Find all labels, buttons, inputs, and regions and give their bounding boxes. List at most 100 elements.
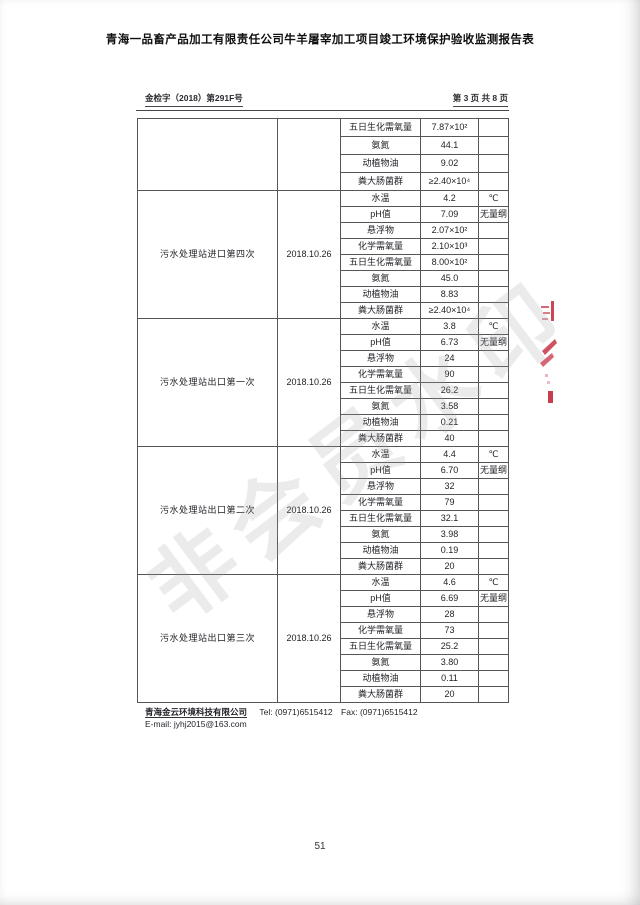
table-row: 五日生化需氧量 7.87×10²: [137, 118, 509, 191]
value-cell: 90: [420, 366, 479, 383]
table-row: 动植物油 0.21: [138, 414, 509, 431]
value-cell: 32.1: [420, 510, 479, 527]
value-cell: 79: [420, 494, 479, 511]
sample-date-cell: [277, 118, 341, 191]
email-address: jyhj2015@163.com: [173, 719, 247, 730]
parameter-cell: 氨氮: [340, 654, 421, 671]
table-row: 粪大肠菌群 20: [138, 686, 509, 703]
unit-cell: 无量纲: [478, 206, 509, 223]
tel-label: Tel:: [259, 707, 273, 717]
unit-cell: [478, 222, 509, 239]
value-cell: 73: [420, 622, 479, 639]
value-cell: 8.83: [420, 286, 479, 303]
unit-cell: ℃: [478, 190, 509, 207]
sample-date-cell: 2018.10.26: [277, 446, 341, 575]
footer-line-contacts: 青海金云环境科技有限公司 Tel: (0971)6515412 Fax: (09…: [145, 706, 418, 718]
parameter-cell: 化学需氧量: [340, 622, 421, 639]
table-section: 五日生化需氧量 7.87×10² 氨氮 44.1 动植物油 9.02 粪大肠菌群 ≥2.40×…: [137, 118, 509, 191]
value-cell: 7.87×10²: [420, 118, 479, 137]
unit-cell: [478, 622, 509, 639]
parameter-cell: 五日生化需氧量: [340, 254, 421, 271]
parameter-cell: 动植物油: [340, 542, 421, 559]
parameter-cell: pH值: [340, 462, 421, 479]
table-row: 悬浮物 2.07×10²: [138, 222, 509, 239]
unit-cell: 无量纲: [478, 334, 509, 351]
table-row: 动植物油 0.11: [138, 670, 509, 687]
value-cell: ≥2.40×10⁴: [420, 172, 479, 191]
unit-cell: [478, 172, 509, 191]
value-cell: 3.8: [420, 318, 479, 335]
unit-cell: [478, 542, 509, 559]
tel-number: (0971)6515412: [275, 707, 333, 717]
parameter-cell: 动植物油: [340, 286, 421, 303]
parameter-cell: 氨氮: [340, 526, 421, 543]
table-row: pH值 7.09 无量纲: [138, 206, 509, 223]
table-section: 污水处理站进口第四次 2018.10.26 水温 4.2 ℃ pH值 7.09 无量纲 悬浮物 2…: [137, 190, 509, 319]
unit-cell: [478, 494, 509, 511]
unit-cell: [478, 270, 509, 287]
unit-cell: ℃: [478, 446, 509, 463]
table-section: 污水处理站出口第二次 2018.10.26 水温 4.4 ℃ pH值 6.70 无量纲 悬浮物 3…: [137, 446, 509, 575]
sample-date-cell: 2018.10.26: [277, 318, 341, 447]
unit-cell: [478, 430, 509, 447]
unit-cell: 无量纲: [478, 590, 509, 607]
unit-cell: [478, 526, 509, 543]
parameter-cell: 悬浮物: [340, 222, 421, 239]
parameter-cell: 水温: [340, 190, 421, 207]
value-cell: 4.6: [420, 574, 479, 591]
value-cell: 6.69: [420, 590, 479, 607]
unit-cell: [478, 382, 509, 399]
table-row: 悬浮物 32: [138, 478, 509, 495]
doc-number: 金检字（2018）第291F号: [145, 92, 243, 107]
email-label: E-mail:: [145, 719, 172, 730]
parameter-cell: 动植物油: [340, 670, 421, 687]
parameter-cell: 动植物油: [340, 154, 421, 173]
value-cell: 9.02: [420, 154, 479, 173]
value-cell: 26.2: [420, 382, 479, 399]
report-footer: 青海金云环境科技有限公司 Tel: (0971)6515412 Fax: (09…: [145, 706, 418, 731]
parameter-cell: 粪大肠菌群: [340, 302, 421, 319]
value-cell: 0.11: [420, 670, 479, 687]
unit-cell: [478, 670, 509, 687]
parameter-cell: 粪大肠菌群: [340, 686, 421, 703]
unit-cell: [478, 254, 509, 271]
sample-name-cell: 污水处理站出口第二次: [137, 446, 278, 575]
value-cell: 25.2: [420, 638, 479, 655]
unit-cell: ℃: [478, 574, 509, 591]
parameter-cell: 化学需氧量: [340, 494, 421, 511]
value-cell: 0.19: [420, 542, 479, 559]
value-cell: 20: [420, 686, 479, 703]
parameter-cell: 化学需氧量: [340, 366, 421, 383]
parameter-cell: 粪大肠菌群: [340, 558, 421, 575]
parameter-cell: 五日生化需氧量: [340, 118, 421, 137]
unit-cell: [478, 366, 509, 383]
page-number: 51: [314, 841, 326, 852]
unit-cell: [478, 350, 509, 367]
parameter-cell: 五日生化需氧量: [340, 638, 421, 655]
value-cell: 24: [420, 350, 479, 367]
value-cell: 3.58: [420, 398, 479, 415]
unit-cell: [478, 414, 509, 431]
parameter-cell: 悬浮物: [340, 350, 421, 367]
parameter-cell: 水温: [340, 446, 421, 463]
table-section: 污水处理站出口第三次 2018.10.26 水温 4.6 ℃ pH值 6.69 无量纲 悬浮物 2…: [137, 574, 509, 703]
value-cell: 4.2: [420, 190, 479, 207]
value-cell: 28: [420, 606, 479, 623]
parameter-cell: 氨氮: [340, 398, 421, 415]
value-cell: ≥2.40×10⁴: [420, 302, 479, 319]
red-seal-fragments: [540, 301, 557, 403]
value-cell: 44.1: [420, 136, 479, 155]
table-row: 污水处理站出口第二次 2018.10.26 水温 4.4 ℃: [137, 446, 509, 575]
table-row: 动植物油 8.83: [138, 286, 509, 303]
unit-cell: [478, 510, 509, 527]
value-cell: 2.10×10³: [420, 238, 479, 255]
doc-header: 金检字（2018）第291F号 第 3 页 共 8 页: [145, 92, 508, 107]
unit-cell: [478, 478, 509, 495]
lab-company-name: 青海金云环境科技有限公司: [145, 707, 248, 718]
fax-number: (0971)6515412: [359, 707, 418, 717]
unit-cell: [478, 638, 509, 655]
header-divider: [136, 110, 509, 111]
footer-line-email: E-mail: jyhj2015@163.com: [145, 718, 418, 730]
table-row: 动植物油 0.19: [138, 542, 509, 559]
parameter-cell: pH值: [340, 334, 421, 351]
